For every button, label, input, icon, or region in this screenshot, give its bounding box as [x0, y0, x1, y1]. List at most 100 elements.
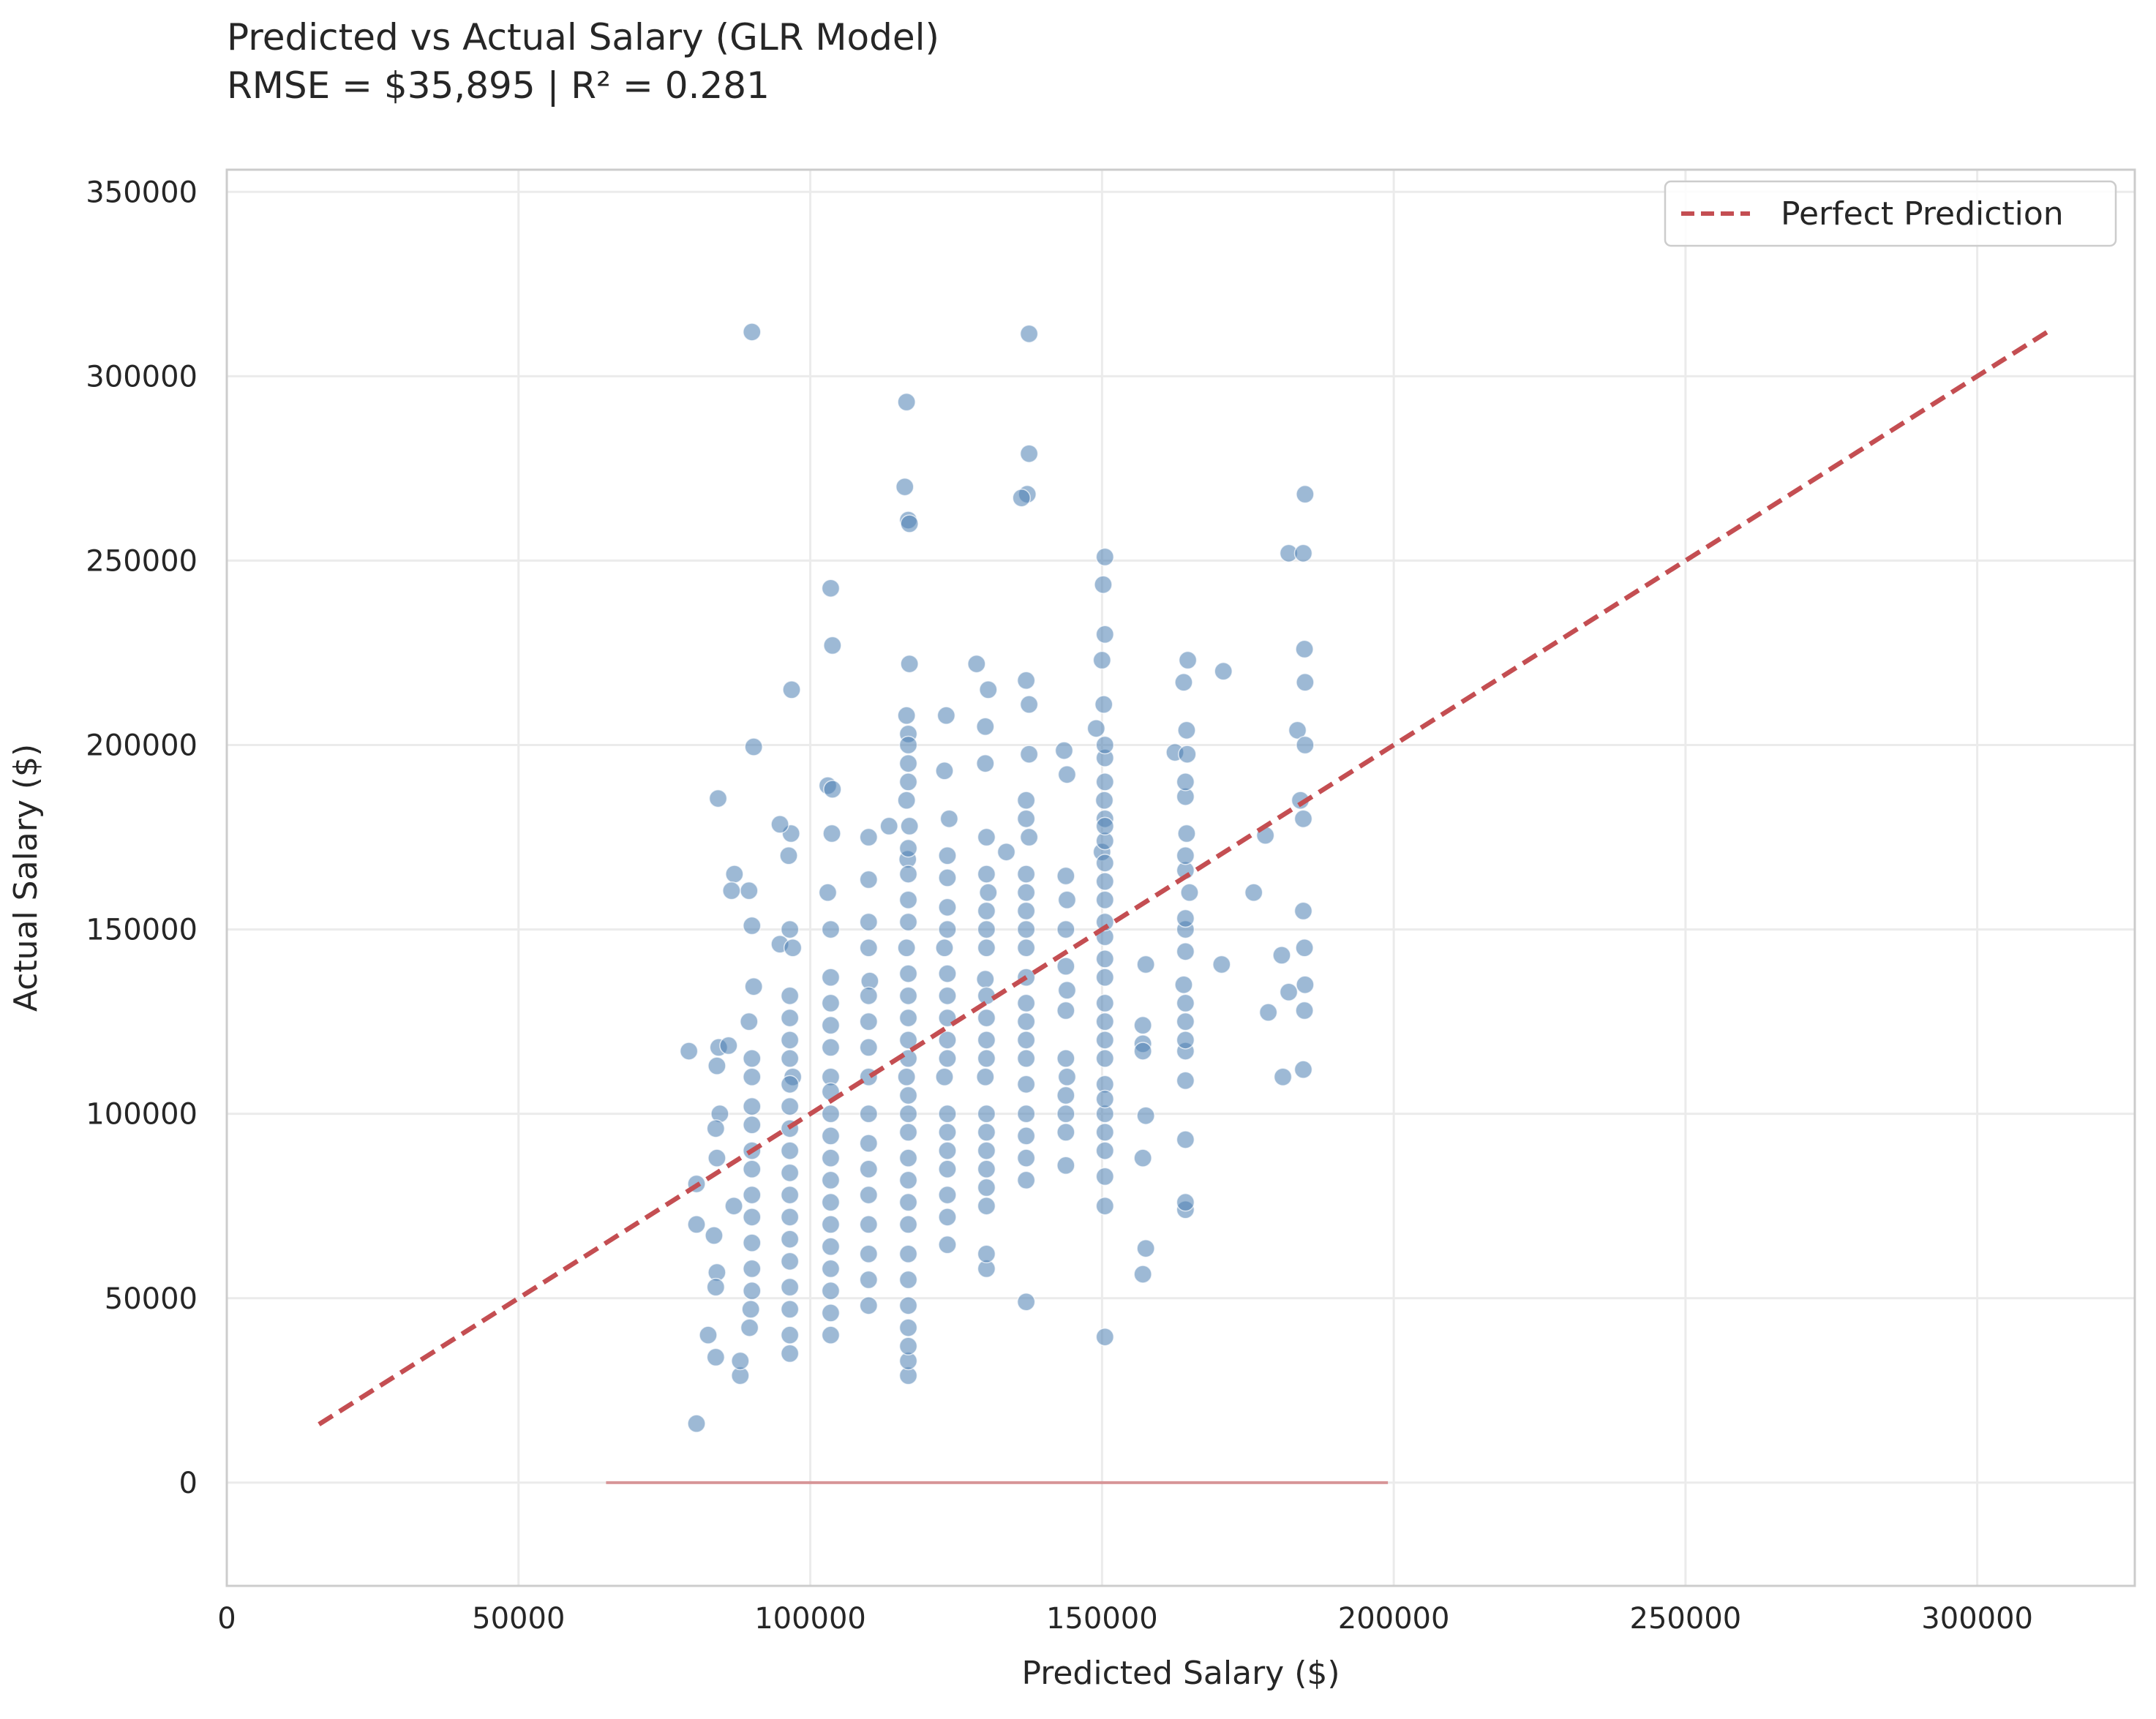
- data-point: [1176, 942, 1195, 961]
- y-tick-label: 50000: [105, 1282, 198, 1316]
- data-point: [743, 1159, 762, 1179]
- data-point: [782, 680, 801, 699]
- data-point: [898, 772, 918, 791]
- data-point: [1056, 957, 1075, 976]
- data-point: [1293, 809, 1313, 829]
- data-point: [938, 898, 957, 917]
- data-point: [859, 1104, 879, 1124]
- data-point: [821, 1325, 841, 1344]
- data-point: [743, 916, 762, 936]
- data-point: [1016, 1012, 1036, 1031]
- data-point: [938, 1104, 957, 1124]
- data-point: [1094, 575, 1113, 594]
- data-point: [976, 969, 995, 989]
- legend-box: [1664, 180, 2117, 247]
- data-point: [1086, 719, 1106, 738]
- x-tick-label: 300000: [1921, 1602, 2033, 1636]
- data-point: [743, 1067, 762, 1086]
- y-tick-label: 150000: [86, 914, 198, 947]
- x-tick-label: 200000: [1338, 1602, 1450, 1636]
- data-point: [1095, 1049, 1115, 1068]
- data-point: [1180, 883, 1199, 902]
- data-point: [1095, 872, 1115, 891]
- data-point: [1095, 890, 1115, 909]
- data-point: [938, 986, 957, 1006]
- data-point: [823, 636, 842, 655]
- data-point: [1095, 1196, 1115, 1216]
- y-tick-label: 300000: [86, 360, 198, 394]
- data-point: [1056, 1156, 1075, 1175]
- data-point: [1019, 745, 1039, 764]
- data-point: [1056, 1086, 1075, 1105]
- data-point: [1296, 673, 1315, 692]
- data-point: [821, 993, 841, 1013]
- data-point: [900, 654, 919, 674]
- data-point: [1016, 901, 1036, 921]
- data-point: [780, 1049, 800, 1068]
- data-point: [1176, 1192, 1195, 1212]
- data-point: [1016, 1126, 1036, 1146]
- data-point: [1095, 854, 1115, 873]
- data-point: [898, 1244, 918, 1263]
- data-point: [821, 1192, 841, 1212]
- data-point: [1174, 975, 1193, 994]
- data-point: [939, 809, 959, 829]
- data-point: [780, 986, 800, 1006]
- data-point: [821, 1259, 841, 1279]
- data-point: [1094, 791, 1114, 810]
- data-point: [1095, 625, 1115, 644]
- data-point: [687, 1215, 706, 1234]
- data-point: [938, 1049, 957, 1068]
- data-point: [898, 1170, 918, 1190]
- data-point: [708, 789, 728, 808]
- data-point: [1012, 488, 1032, 508]
- data-point: [1177, 824, 1196, 843]
- data-point: [1296, 975, 1315, 994]
- data-point: [1095, 968, 1115, 987]
- data-point: [770, 815, 789, 834]
- data-point: [898, 890, 918, 909]
- data-point: [1057, 890, 1077, 909]
- data-point: [979, 883, 998, 902]
- data-point: [977, 1123, 996, 1142]
- data-point: [706, 1119, 726, 1138]
- x-axis-label: Predicted Salary ($): [1021, 1655, 1340, 1692]
- data-point: [821, 1126, 841, 1146]
- data-point: [780, 1141, 800, 1160]
- data-point: [1019, 827, 1039, 847]
- data-point: [731, 1351, 750, 1371]
- data-point: [1016, 1104, 1036, 1124]
- data-point: [977, 1141, 996, 1160]
- data-point: [898, 1270, 918, 1290]
- data-point: [706, 1277, 726, 1297]
- data-point: [1016, 791, 1036, 810]
- data-point: [780, 1008, 800, 1028]
- data-point: [699, 1325, 718, 1344]
- data-point: [895, 477, 914, 497]
- data-point: [898, 912, 918, 932]
- data-point: [859, 870, 879, 889]
- data-point: [1056, 1104, 1075, 1124]
- data-point: [1016, 1031, 1036, 1050]
- data-point: [1056, 1049, 1075, 1068]
- data-point: [1176, 1012, 1195, 1031]
- data-point: [1016, 1148, 1036, 1167]
- data-point: [977, 865, 996, 884]
- data-point: [935, 1067, 954, 1086]
- data-point: [1019, 324, 1039, 344]
- data-point: [743, 1208, 762, 1227]
- chart-subtitle: RMSE = $35,895 | R² = 0.281: [227, 64, 770, 107]
- data-point: [1016, 671, 1036, 691]
- perfect-prediction-line: [318, 330, 2049, 1426]
- data-point: [1296, 735, 1315, 755]
- data-point: [821, 1304, 841, 1323]
- data-point: [823, 780, 842, 799]
- data-point: [1212, 955, 1231, 974]
- chart-title: Predicted vs Actual Salary (GLR Model): [227, 16, 939, 59]
- data-point: [1133, 1148, 1152, 1167]
- data-point: [1214, 661, 1233, 681]
- y-tick-label: 350000: [86, 176, 198, 209]
- data-point: [1056, 919, 1075, 939]
- plot-frame: [225, 168, 2136, 1587]
- data-point: [780, 1208, 800, 1227]
